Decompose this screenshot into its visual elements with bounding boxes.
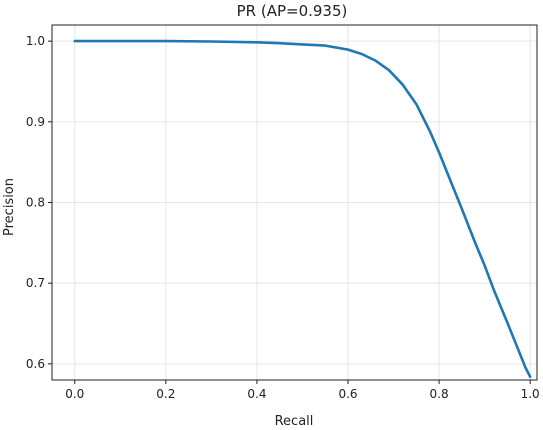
x-tick-label: 0.6 [338,387,357,401]
axis-ticks: 0.0 0.2 0.4 0.6 0.8 1.0 0.6 0.7 0.8 0.9 1.0 [26,34,540,401]
x-tick-label: 1.0 [521,387,540,401]
x-tick-label: 0.4 [247,387,266,401]
series-layer [73,39,532,379]
y-tick-label: 0.8 [26,196,45,210]
y-tick-label: 1.0 [26,34,45,48]
y-tick-label: 0.9 [26,115,45,129]
y-axis-label: Precision [2,178,17,236]
y-tick-label: 0.6 [26,357,45,371]
x-tick-label: 0.8 [430,387,449,401]
grid [52,25,537,380]
x-tick-label: 0.0 [65,387,84,401]
x-tick-label: 0.2 [156,387,175,401]
y-tick-label: 0.7 [26,276,45,290]
pr-curve-line [73,39,532,379]
x-axis-label: Recall [275,414,314,429]
chart-title: PR (AP=0.935) [237,2,348,20]
